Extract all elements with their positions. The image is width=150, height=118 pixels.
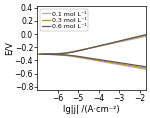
0.3 mol L⁻¹ bbox=[80, 49, 82, 51]
0.1 mol L⁻¹ bbox=[73, 51, 75, 52]
X-axis label: lg|j| /(A·cm⁻²): lg|j| /(A·cm⁻²) bbox=[63, 105, 120, 114]
0.6 mol L⁻¹ bbox=[103, 44, 105, 46]
0.6 mol L⁻¹ bbox=[146, 34, 148, 35]
0.3 mol L⁻¹ bbox=[118, 41, 120, 42]
0.1 mol L⁻¹ bbox=[88, 48, 90, 49]
0.6 mol L⁻¹ bbox=[149, 33, 150, 34]
0.1 mol L⁻¹ bbox=[149, 35, 150, 36]
Y-axis label: E/V: E/V bbox=[4, 41, 13, 55]
0.3 mol L⁻¹ bbox=[36, 53, 38, 55]
0.6 mol L⁻¹ bbox=[119, 40, 121, 42]
Line: 0.1 mol L⁻¹: 0.1 mol L⁻¹ bbox=[41, 36, 150, 54]
0.1 mol L⁻¹ bbox=[126, 40, 128, 41]
0.1 mol L⁻¹ bbox=[127, 39, 129, 41]
0.3 mol L⁻¹ bbox=[149, 34, 150, 35]
0.1 mol L⁻¹ bbox=[56, 53, 58, 54]
0.6 mol L⁻¹ bbox=[80, 50, 82, 51]
0.3 mol L⁻¹ bbox=[70, 51, 72, 53]
0.6 mol L⁻¹ bbox=[109, 42, 111, 44]
0.3 mol L⁻¹ bbox=[82, 49, 83, 51]
0.1 mol L⁻¹ bbox=[40, 53, 42, 55]
Legend: 0.1 mol L⁻¹, 0.3 mol L⁻¹, 0.6 mol L⁻¹: 0.1 mol L⁻¹, 0.3 mol L⁻¹, 0.6 mol L⁻¹ bbox=[40, 9, 88, 31]
Line: 0.6 mol L⁻¹: 0.6 mol L⁻¹ bbox=[39, 34, 150, 54]
0.1 mol L⁻¹ bbox=[138, 37, 140, 38]
0.3 mol L⁻¹ bbox=[98, 45, 100, 47]
0.6 mol L⁻¹ bbox=[39, 53, 40, 55]
Line: 0.3 mol L⁻¹: 0.3 mol L⁻¹ bbox=[37, 35, 150, 54]
0.3 mol L⁻¹ bbox=[66, 52, 67, 54]
0.6 mol L⁻¹ bbox=[148, 33, 150, 35]
